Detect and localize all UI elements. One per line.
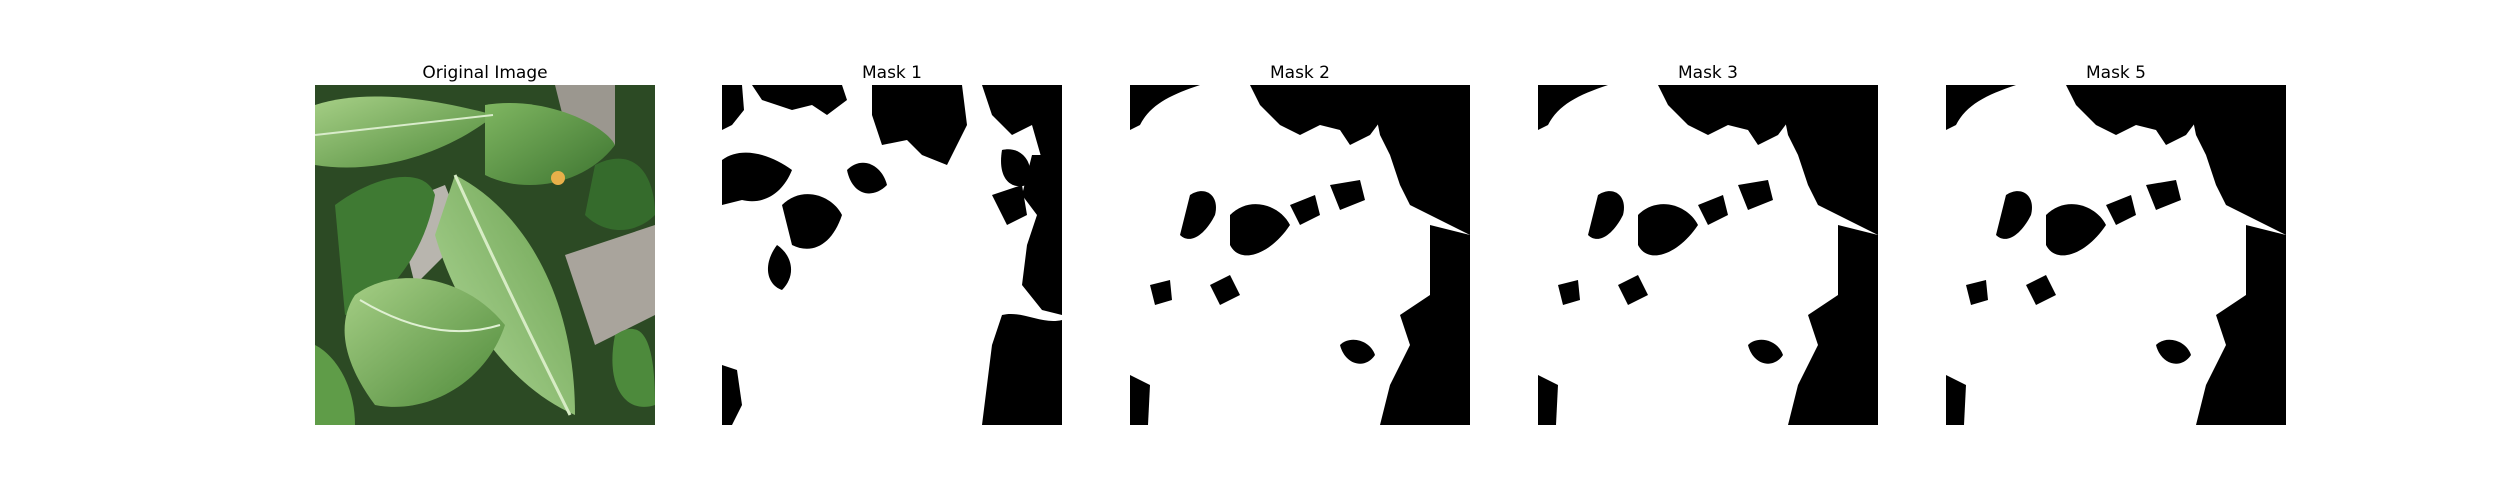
mask-2-image bbox=[1130, 85, 1470, 425]
panel-title: Mask 5 bbox=[2085, 63, 2146, 83]
panel-title: Mask 2 bbox=[1269, 63, 1330, 83]
mask-3-image bbox=[1538, 85, 1878, 425]
original-leaf-photo bbox=[315, 85, 655, 425]
mask-1-image bbox=[722, 85, 1062, 425]
panel-mask-1: Mask 1 bbox=[722, 62, 1062, 425]
panel-mask-5: Mask 5 bbox=[1946, 62, 2286, 425]
panel-title: Mask 1 bbox=[861, 63, 922, 83]
panel-mask-3: Mask 3 bbox=[1538, 62, 1878, 425]
panel-title: Original Image bbox=[422, 63, 548, 83]
panel-title: Mask 3 bbox=[1677, 63, 1738, 83]
panel-original-image: Original Image bbox=[315, 62, 655, 425]
panel-mask-2: Mask 2 bbox=[1130, 62, 1470, 425]
mask-5-image bbox=[1946, 85, 2286, 425]
